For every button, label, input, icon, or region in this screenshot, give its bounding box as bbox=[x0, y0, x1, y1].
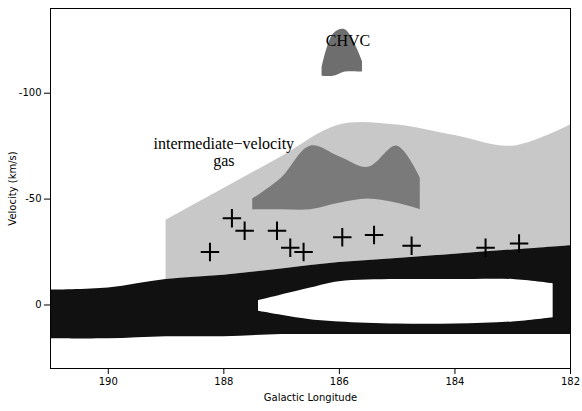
svg-text:Galactic Longitude: Galactic Longitude bbox=[264, 392, 357, 403]
svg-text:-100: -100 bbox=[19, 87, 42, 98]
svg-text:184: 184 bbox=[445, 376, 464, 387]
svg-text:182: 182 bbox=[561, 376, 580, 387]
svg-text:186: 186 bbox=[330, 376, 349, 387]
svg-text:-50: -50 bbox=[25, 193, 41, 204]
svg-text:190: 190 bbox=[99, 376, 118, 387]
svg-text:0: 0 bbox=[35, 299, 41, 310]
svg-text:Velocity (km/s): Velocity (km/s) bbox=[7, 151, 18, 225]
svg-text:intermediate−velocitygas: intermediate−velocitygas bbox=[154, 135, 295, 170]
svg-text:CHVC: CHVC bbox=[326, 32, 370, 49]
svg-text:188: 188 bbox=[214, 376, 233, 387]
